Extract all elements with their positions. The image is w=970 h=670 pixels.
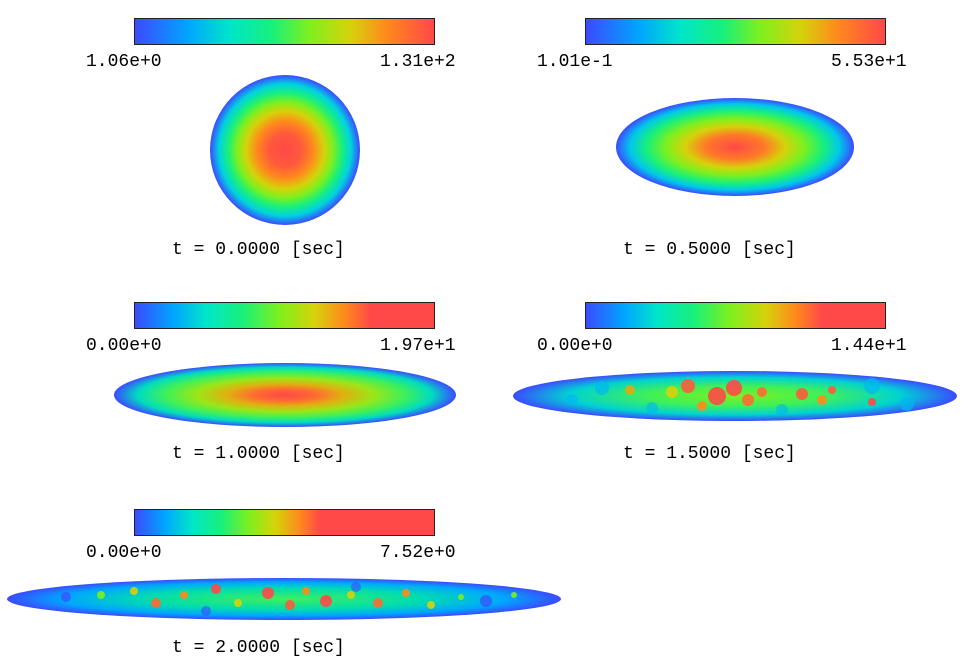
colorbar: [585, 302, 886, 329]
colorbar: [585, 18, 886, 45]
colorbar-min-label: 0.00e+0: [86, 543, 162, 563]
density-ellipse: [616, 98, 854, 196]
colorbar-min-label: 1.01e-1: [537, 52, 613, 72]
colorbar-min-label: 0.00e+0: [537, 336, 613, 356]
colorbar: [134, 18, 435, 45]
colorbar-max-label: 1.44e+1: [831, 336, 907, 356]
time-label: t = 0.5000 [sec]: [623, 240, 796, 260]
time-label: t = 1.5000 [sec]: [623, 444, 796, 464]
density-ellipse: [513, 371, 957, 421]
colorbar: [134, 509, 435, 536]
density-ellipse: [210, 75, 360, 225]
density-ellipse: [114, 363, 456, 427]
colorbar-max-label: 1.97e+1: [380, 336, 456, 356]
colorbar-max-label: 1.31e+2: [380, 52, 456, 72]
time-label: t = 1.0000 [sec]: [172, 444, 345, 464]
colorbar-max-label: 5.53e+1: [831, 52, 907, 72]
time-label: t = 2.0000 [sec]: [172, 638, 345, 658]
time-label: t = 0.0000 [sec]: [172, 240, 345, 260]
colorbar-max-label: 7.52e+0: [380, 543, 456, 563]
colorbar-min-label: 0.00e+0: [86, 336, 162, 356]
colorbar: [134, 302, 435, 329]
colorbar-min-label: 1.06e+0: [86, 52, 162, 72]
density-ellipse: [7, 578, 561, 620]
